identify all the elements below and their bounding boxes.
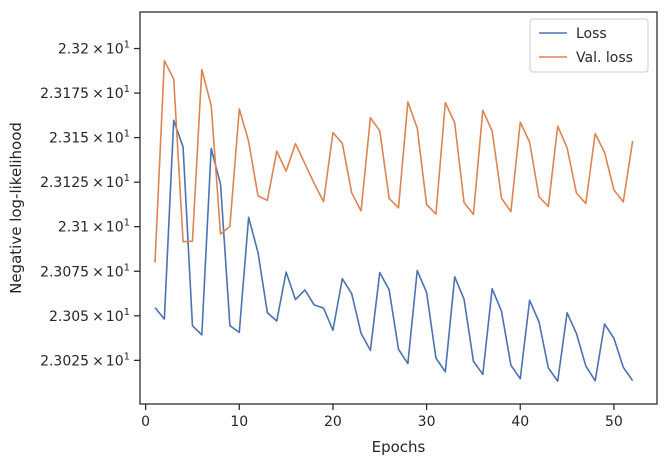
x-tick-label: 30 [418, 414, 436, 430]
y-axis: 2.3025 × 101 2.305 × 101 2.3075 × 101 2.31 × 101 2.3… [40, 40, 140, 369]
y-tick-label: 2.3125 × 101 [40, 173, 130, 191]
x-tick-label: 10 [230, 414, 248, 430]
series-line-1 [154, 59, 634, 263]
y-tick-label: 2.3075 × 101 [40, 262, 130, 280]
y-tick-label: 2.3175 × 101 [40, 84, 130, 102]
x-tick-label: 40 [511, 414, 529, 430]
series-line-0 [154, 119, 634, 382]
y-tick-label: 2.3025 × 101 [40, 351, 130, 369]
x-axis: 0 10 20 30 40 50 [141, 404, 623, 430]
x-tick-label: 20 [324, 414, 342, 430]
y-tick-label: 2.305 × 101 [49, 307, 130, 325]
y-axis-label: Negative log-likelihood [7, 122, 25, 294]
x-tick-label: 0 [141, 414, 150, 430]
x-tick-label: 50 [605, 414, 623, 430]
legend: Loss Val. loss [529, 18, 649, 73]
legend-label: Val. loss [576, 50, 633, 66]
y-tick-label: 2.31 × 101 [58, 218, 130, 236]
legend-label: Loss [576, 26, 607, 42]
y-tick-label: 2.32 × 101 [58, 40, 130, 58]
y-tick-label: 2.315 × 101 [49, 129, 130, 147]
plot-frame [139, 11, 658, 405]
series-layer [154, 59, 634, 382]
x-axis-label: Epochs [372, 438, 426, 456]
